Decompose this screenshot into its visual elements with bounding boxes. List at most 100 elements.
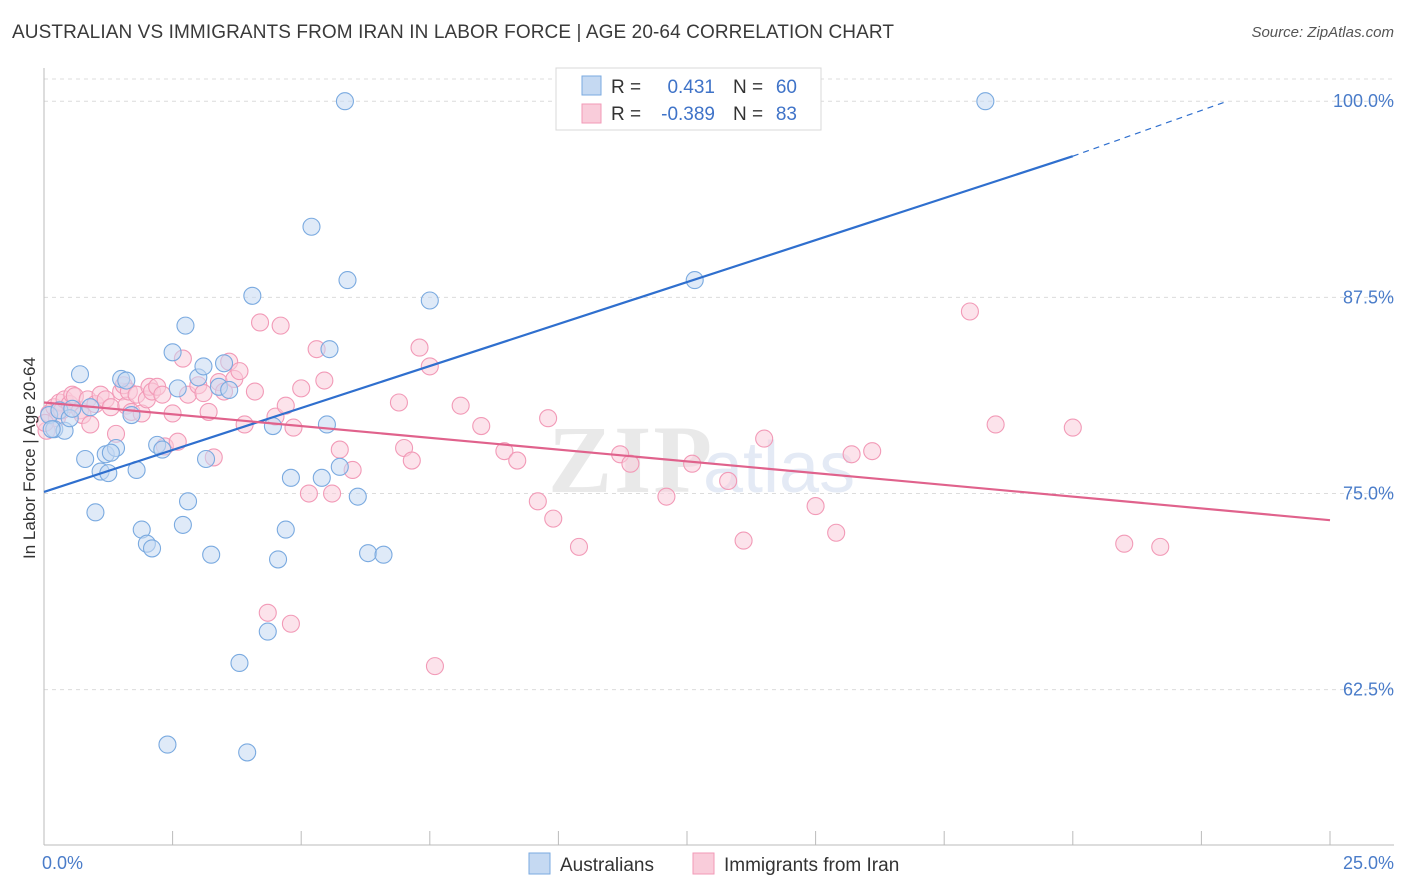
- x-tick-label-max: 25.0%: [1343, 853, 1394, 873]
- iran-point: [1115, 534, 1134, 553]
- australians-point: [101, 443, 120, 462]
- iran-point: [986, 415, 1005, 434]
- iran-point: [323, 484, 342, 503]
- australians-point: [330, 457, 349, 476]
- iran-trend-line: [43, 401, 1331, 522]
- iran-point: [657, 487, 676, 506]
- y-tick-label: 87.5%: [1343, 287, 1394, 307]
- legend-swatch-iran: [581, 103, 602, 124]
- iran-point: [194, 384, 213, 403]
- australians-point: [302, 217, 321, 236]
- y-tick-label: 75.0%: [1343, 484, 1394, 504]
- australians-point: [173, 515, 192, 534]
- iran-point: [508, 451, 527, 470]
- iran-point: [451, 396, 470, 415]
- iran-point: [683, 454, 702, 473]
- australians-point: [176, 316, 195, 335]
- legend-swatch-australians: [581, 75, 602, 96]
- australians-point: [317, 415, 336, 434]
- iran-point: [81, 415, 100, 434]
- iran-point: [330, 440, 349, 459]
- iran-point: [250, 313, 270, 332]
- axes: [43, 68, 1394, 846]
- watermark: ZIP atlas: [548, 406, 855, 513]
- australians-point: [269, 550, 288, 569]
- iran-point: [153, 385, 172, 404]
- australians-point: [194, 357, 213, 376]
- australians-point: [142, 539, 162, 558]
- y-tick-label: 62.5%: [1343, 680, 1394, 700]
- australians-point: [117, 371, 136, 390]
- series-legend: Australians Immigrants from Iran: [528, 852, 899, 876]
- australians-point: [238, 743, 257, 762]
- australians-point: [276, 520, 295, 539]
- australians-point: [86, 503, 105, 522]
- australians-point: [202, 545, 221, 564]
- iran-point: [528, 492, 547, 511]
- australians-point: [230, 653, 249, 673]
- iran-point: [245, 382, 264, 401]
- australians-point: [76, 449, 95, 469]
- iran-point: [299, 484, 318, 503]
- australians-point: [258, 622, 277, 641]
- australians-point: [374, 545, 393, 564]
- iran-point: [410, 338, 429, 357]
- iran-point: [806, 497, 825, 516]
- australians-point: [420, 291, 439, 310]
- iran-point: [495, 442, 514, 461]
- iran-point: [827, 523, 846, 542]
- bottom-legend-label-iran: Immigrants from Iran: [724, 855, 899, 876]
- iran-point: [1151, 537, 1170, 556]
- australians-point: [70, 365, 90, 384]
- australians-trend-extension: [1072, 100, 1228, 157]
- iran-point: [544, 509, 563, 528]
- iran-point: [258, 603, 277, 622]
- australians-point: [158, 735, 177, 754]
- australians-point: [63, 399, 82, 418]
- australians-point: [196, 449, 216, 469]
- iran-point: [569, 537, 589, 556]
- iran-point: [842, 445, 861, 464]
- legend-r-label-2: R =: [611, 104, 641, 125]
- australians-point: [220, 380, 239, 399]
- iran-point: [230, 362, 249, 381]
- legend-r-label-1: R =: [611, 77, 641, 98]
- australians-point: [281, 468, 300, 487]
- bottom-legend-swatch-australians: [528, 852, 551, 875]
- legend-r-value-1: 0.431: [667, 77, 715, 98]
- australians-point: [338, 271, 357, 290]
- australians-point: [42, 420, 61, 439]
- legend-n-label-2: N =: [733, 104, 763, 125]
- australians-trend-line: [43, 155, 1074, 493]
- chart-source: Source: ZipAtlas.com: [1251, 24, 1394, 41]
- iran-point: [719, 471, 738, 491]
- iran-point: [389, 393, 408, 412]
- iran-point: [960, 302, 979, 321]
- y-axis-title: In Labor Force | Age 20-64: [20, 357, 39, 559]
- iran-point: [425, 657, 444, 676]
- australians-point: [178, 492, 198, 511]
- bottom-legend-swatch-iran: [692, 852, 715, 875]
- correlation-legend: R = 0.431 N = 60 R = -0.389 N = 83: [555, 67, 822, 131]
- iran-point: [292, 379, 311, 398]
- australians-point: [243, 286, 262, 305]
- australians-points: [40, 90, 995, 762]
- australians-point: [976, 92, 995, 111]
- iran-point: [734, 531, 753, 550]
- iran-point: [281, 614, 300, 633]
- australians-point: [359, 544, 378, 563]
- trend-lines: [43, 100, 1331, 522]
- legend-n-value-1: 60: [776, 77, 797, 98]
- australians-point: [214, 354, 234, 373]
- iran-point: [402, 451, 421, 470]
- australians-point: [335, 92, 354, 111]
- legend-n-value-2: 83: [776, 104, 797, 125]
- svg-text:atlas: atlas: [703, 428, 855, 508]
- iran-point: [271, 316, 290, 335]
- legend-r-value-2: -0.389: [661, 104, 715, 125]
- chart-title: AUSTRALIAN VS IMMIGRANTS FROM IRAN IN LA…: [12, 22, 895, 43]
- australians-point: [312, 468, 331, 487]
- iran-point: [755, 429, 774, 448]
- iran-point: [472, 416, 491, 436]
